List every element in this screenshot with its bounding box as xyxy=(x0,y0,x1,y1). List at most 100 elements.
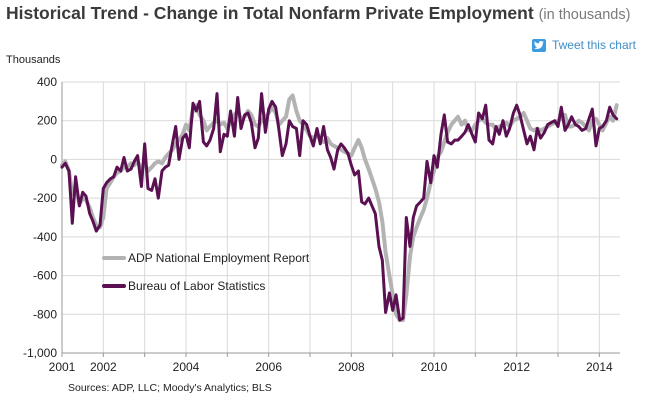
data-point-bls xyxy=(495,125,497,128)
data-point-adp xyxy=(271,106,273,108)
data-point-bls xyxy=(536,127,538,130)
data-point-adp xyxy=(250,114,252,116)
legend: ADP National Employment Report Bureau of… xyxy=(102,251,310,293)
data-point-adp xyxy=(464,120,466,122)
data-point-adp xyxy=(409,255,411,257)
data-point-bls xyxy=(147,187,149,190)
data-point-bls xyxy=(571,116,573,118)
data-point-adp xyxy=(440,151,442,153)
data-point-bls xyxy=(371,205,373,207)
data-point-bls xyxy=(426,160,428,162)
data-point-bls xyxy=(605,120,608,122)
data-point-adp xyxy=(405,294,407,296)
data-point-bls xyxy=(333,168,335,170)
data-point-adp xyxy=(540,129,542,131)
data-point-bls xyxy=(498,133,500,135)
data-point-bls xyxy=(595,145,597,147)
data-point-bls xyxy=(223,133,225,135)
data-point-bls xyxy=(106,182,108,184)
data-point-adp xyxy=(388,275,390,277)
data-point-bls xyxy=(164,166,166,168)
data-point-bls xyxy=(492,143,494,145)
data-point-bls xyxy=(564,129,566,131)
data-point-bls xyxy=(64,162,66,164)
data-point-bls xyxy=(99,224,101,226)
data-point-bls xyxy=(244,114,246,116)
data-point-bls xyxy=(312,145,314,147)
data-point-bls xyxy=(433,155,435,157)
data-point-bls xyxy=(271,100,273,102)
data-point-adp xyxy=(288,98,290,100)
data-point-bls xyxy=(113,176,115,178)
y-axis-units-label: Thousands xyxy=(6,54,61,66)
data-point-bls xyxy=(95,230,97,232)
y-tick-labels: 400 200 0 -200 -400 -600 -800 -1,000 xyxy=(23,75,57,360)
x-tick-label: 2001 xyxy=(49,360,76,374)
data-point-bls xyxy=(295,127,297,130)
data-point-bls xyxy=(454,139,456,141)
data-point-bls xyxy=(416,205,418,207)
data-point-bls xyxy=(216,93,218,95)
data-point-bls xyxy=(82,191,84,193)
data-point-adp xyxy=(195,104,197,106)
data-point-bls xyxy=(388,292,390,294)
x-tick-label: 2004 xyxy=(173,360,200,374)
data-point-bls xyxy=(89,213,91,215)
data-point-adp xyxy=(151,166,153,168)
data-point-bls xyxy=(175,125,177,128)
data-point-adp xyxy=(467,129,469,131)
tweet-this-chart-link[interactable]: Tweet this chart xyxy=(531,38,636,52)
data-point-bls xyxy=(357,170,359,172)
data-point-bls xyxy=(226,135,228,137)
data-point-bls xyxy=(120,170,122,172)
legend-label-adp: ADP National Employment Report xyxy=(128,251,310,265)
data-point-adp xyxy=(426,197,428,199)
data-point-bls xyxy=(102,187,104,190)
data-point-bls xyxy=(612,114,614,116)
data-point-bls xyxy=(378,245,380,248)
x-tick-label: 2014 xyxy=(586,360,613,374)
data-point-bls xyxy=(364,203,366,205)
data-point-bls xyxy=(337,149,339,151)
data-point-adp xyxy=(102,216,104,219)
data-point-adp xyxy=(423,209,425,211)
data-point-adp xyxy=(505,122,507,124)
y-tick-label: 200 xyxy=(37,114,57,128)
data-point-bls xyxy=(347,153,349,155)
data-point-adp xyxy=(598,124,600,126)
data-point-adp xyxy=(116,172,118,174)
data-point-bls xyxy=(412,216,414,219)
data-point-bls xyxy=(374,213,376,215)
data-point-adp xyxy=(354,147,356,149)
data-point-adp xyxy=(533,129,535,131)
y-tick-label: 400 xyxy=(37,75,57,89)
data-point-adp xyxy=(578,120,580,122)
data-point-adp xyxy=(161,162,163,164)
data-point-bls xyxy=(457,139,459,141)
data-point-bls xyxy=(257,137,259,139)
data-point-bls xyxy=(326,149,328,151)
data-point-bls xyxy=(299,155,301,157)
chart-source-note: Sources: ADP, LLC; Moody's Analytics; BL… xyxy=(68,382,272,394)
data-point-adp xyxy=(498,125,500,128)
data-point-bls xyxy=(182,137,184,139)
data-point-bls xyxy=(92,220,94,222)
data-point-bls xyxy=(436,166,438,168)
data-point-adp xyxy=(299,120,301,122)
series-lines xyxy=(60,92,619,323)
data-point-bls xyxy=(144,143,146,145)
data-point-adp xyxy=(247,110,249,112)
data-point-bls xyxy=(340,143,342,145)
y-tick-label: 0 xyxy=(50,152,57,166)
data-point-adp xyxy=(109,182,111,184)
data-point-adp xyxy=(433,170,435,172)
data-point-bls xyxy=(137,155,139,157)
data-point-bls xyxy=(202,141,204,143)
data-point-bls xyxy=(157,197,159,199)
x-tick-label: 2006 xyxy=(255,360,282,374)
data-point-bls xyxy=(288,120,290,122)
data-point-bls xyxy=(488,139,490,141)
data-point-bls xyxy=(405,216,407,219)
data-point-bls xyxy=(275,106,277,108)
data-point-adp xyxy=(368,168,370,170)
